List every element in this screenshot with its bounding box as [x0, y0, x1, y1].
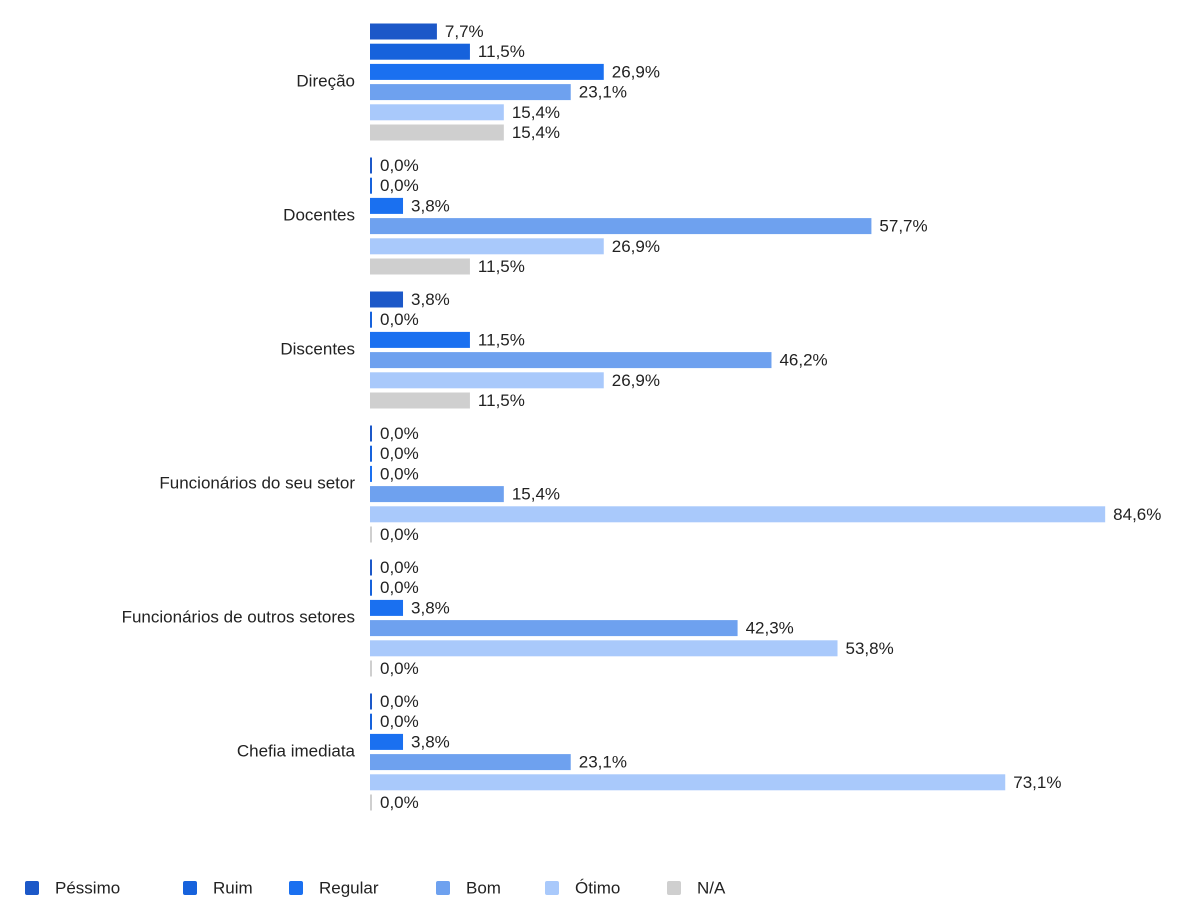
bar	[370, 238, 604, 255]
bar	[370, 506, 1106, 523]
value-label: 0,0%	[380, 712, 419, 731]
legend-swatch	[25, 881, 39, 895]
value-label: 0,0%	[380, 464, 419, 483]
category-label: Docentes	[283, 205, 355, 224]
value-label: 53,8%	[846, 639, 894, 658]
legend-swatch	[545, 881, 559, 895]
bar	[370, 392, 470, 409]
bar	[370, 794, 372, 811]
bar	[370, 425, 372, 442]
bar	[370, 23, 437, 40]
value-label: 3,8%	[411, 598, 450, 617]
bar	[370, 63, 604, 80]
value-label: 23,1%	[579, 83, 627, 102]
bar	[370, 465, 372, 482]
bar	[370, 713, 372, 730]
value-label: 26,9%	[612, 371, 660, 390]
bar	[370, 157, 372, 174]
bar	[370, 311, 372, 328]
legend-label: N/A	[697, 878, 726, 897]
bar	[370, 754, 571, 771]
value-label: 0,0%	[380, 424, 419, 443]
value-label: 11,5%	[478, 391, 525, 410]
bar	[370, 177, 372, 194]
legend-label: Regular	[319, 878, 379, 897]
legend-label: Ótimo	[575, 878, 620, 897]
value-label: 3,8%	[411, 290, 450, 309]
value-label: 11,5%	[478, 42, 525, 61]
bar	[370, 660, 372, 677]
bar	[370, 331, 470, 348]
category-label: Funcionários de outros setores	[122, 607, 355, 626]
bar	[370, 640, 838, 657]
legend-swatch	[436, 881, 450, 895]
value-label: 0,0%	[380, 558, 419, 577]
bar	[370, 559, 372, 576]
category-label: Funcionários do seu setor	[159, 473, 355, 492]
value-label: 84,6%	[1113, 505, 1161, 524]
legend-label: Ruim	[213, 878, 253, 897]
bar	[370, 84, 571, 101]
legend-label: Péssimo	[55, 878, 120, 897]
value-label: 0,0%	[380, 156, 419, 175]
value-label: 3,8%	[411, 196, 450, 215]
bar	[370, 218, 872, 235]
value-label: 15,4%	[512, 103, 560, 122]
value-label: 0,0%	[380, 176, 419, 195]
value-label: 0,0%	[380, 444, 419, 463]
bar	[370, 291, 404, 308]
bar	[370, 43, 470, 60]
bar	[370, 124, 504, 141]
bar	[370, 352, 772, 369]
value-label: 0,0%	[380, 310, 419, 329]
value-label: 11,5%	[478, 330, 525, 349]
value-label: 15,4%	[512, 123, 560, 142]
value-label: 0,0%	[380, 525, 419, 544]
bar	[370, 733, 404, 750]
bar	[370, 258, 470, 275]
value-label: 42,3%	[746, 619, 794, 638]
bar	[370, 774, 1006, 791]
legend-swatch	[183, 881, 197, 895]
bar	[370, 693, 372, 710]
bar	[370, 620, 738, 637]
value-label: 26,9%	[612, 237, 660, 256]
value-label: 0,0%	[380, 692, 419, 711]
category-label: Chefia imediata	[237, 741, 356, 760]
value-label: 11,5%	[478, 257, 525, 276]
value-label: 73,1%	[1013, 773, 1061, 792]
bar	[370, 104, 504, 121]
bar	[370, 445, 372, 462]
legend-swatch	[289, 881, 303, 895]
legend-label: Bom	[466, 878, 501, 897]
category-label: Direção	[296, 71, 355, 90]
category-label: Discentes	[280, 339, 355, 358]
bar	[370, 197, 404, 214]
bar	[370, 579, 372, 596]
value-label: 3,8%	[411, 732, 450, 751]
value-label: 57,7%	[879, 217, 927, 236]
bar	[370, 599, 404, 616]
bar	[370, 486, 504, 503]
value-label: 23,1%	[579, 753, 627, 772]
value-label: 46,2%	[779, 351, 827, 370]
value-label: 0,0%	[380, 578, 419, 597]
bar	[370, 372, 604, 389]
bar	[370, 526, 372, 543]
value-label: 26,9%	[612, 62, 660, 81]
value-label: 0,0%	[380, 793, 419, 812]
value-label: 7,7%	[445, 22, 484, 41]
legend-swatch	[667, 881, 681, 895]
value-label: 15,4%	[512, 485, 560, 504]
value-label: 0,0%	[380, 659, 419, 678]
